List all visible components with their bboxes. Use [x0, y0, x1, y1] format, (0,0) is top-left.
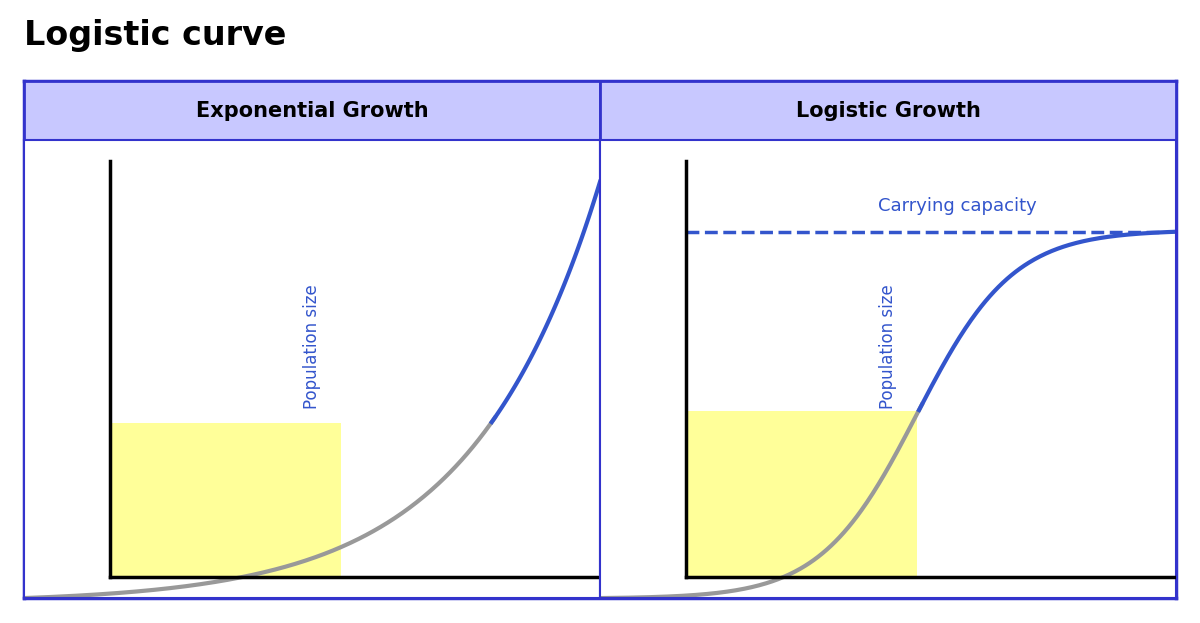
Text: Logistic Growth: Logistic Growth [796, 100, 980, 121]
Text: Population size: Population size [878, 284, 898, 409]
Text: Population size: Population size [302, 284, 322, 409]
Bar [686, 411, 917, 578]
Text: Logistic curve: Logistic curve [24, 19, 287, 52]
Text: Exponential Growth: Exponential Growth [196, 100, 428, 121]
Bar [110, 423, 341, 578]
Text: Carrying capacity: Carrying capacity [877, 197, 1037, 215]
